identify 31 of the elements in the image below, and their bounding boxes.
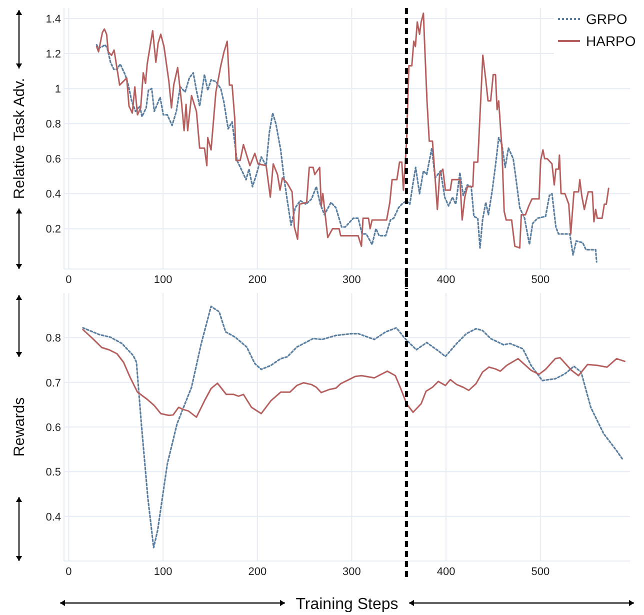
y-tick-label: 1.4: [46, 14, 61, 26]
y-tick-label: 0.8: [46, 332, 61, 345]
x-tick-label: 400: [436, 274, 456, 286]
legend-label: GRPO: [586, 11, 628, 27]
y-tick-label: 1.2: [46, 48, 61, 61]
x-tick-label: 500: [531, 566, 550, 578]
y-tick-label: 0.6: [46, 154, 61, 166]
x-tick-label: 100: [154, 566, 172, 578]
y-tick-label: 0.4: [46, 188, 61, 201]
x-tick-label: 200: [248, 566, 267, 578]
legend-label: HARPO: [586, 33, 636, 49]
x-tick-label: 300: [342, 274, 361, 286]
y-axis-title: Rewards: [11, 397, 28, 457]
x-tick-label: 100: [154, 274, 172, 286]
x-tick-label: 0: [66, 274, 72, 286]
y-tick-label: 0.8: [46, 118, 61, 131]
x-tick-label: 500: [531, 274, 550, 286]
y-tick-label: 0.4: [46, 511, 61, 524]
y-tick-label: 0.7: [46, 377, 61, 390]
line-series: [82, 306, 624, 548]
x-tick-label: 0: [66, 566, 72, 578]
y-tick-label: 1: [54, 84, 61, 96]
y-axis-title: Relative Task Adv.: [11, 78, 28, 200]
y-tick-label: 0.2: [46, 224, 61, 236]
y-tick-label: 0.6: [46, 422, 61, 434]
x-tick-label: 400: [436, 566, 456, 578]
y-tick-label: 0.5: [46, 466, 61, 479]
x-tick-label: 300: [342, 566, 361, 578]
x-tick-label: 200: [248, 274, 267, 286]
line-series: [82, 328, 626, 418]
x-axis-title: Training Steps: [296, 596, 398, 613]
